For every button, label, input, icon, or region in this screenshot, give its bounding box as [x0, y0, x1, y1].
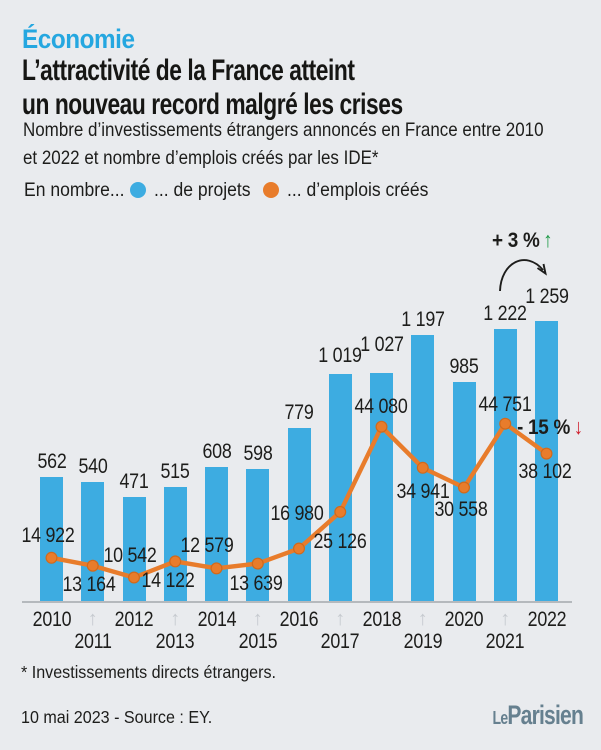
year-label-2018: 2018	[362, 608, 401, 631]
year-label-2010: 2010	[32, 608, 71, 631]
year-label-2013: 2013	[155, 630, 195, 653]
section-kicker: Économie	[22, 24, 135, 54]
year-label-2014: 2014	[197, 608, 236, 631]
le-parisien-logo: Le Parisien	[492, 700, 583, 731]
page-title-line-2: un nouveau record malgré les crises	[22, 88, 403, 121]
legend-projects-label: ... de projets	[154, 179, 251, 201]
jobs-value-label: 13 639	[229, 571, 283, 595]
year-label-2012: 2012	[114, 608, 154, 631]
bar-value-label: 779	[284, 401, 314, 425]
year-tick-arrow-icon: ↑	[87, 608, 98, 630]
year-tick-arrow-icon: ↑	[335, 608, 346, 630]
jobs-value-label: 12 579	[179, 534, 234, 558]
jobs-value-label: 38 102	[517, 459, 572, 483]
source-line: 10 mai 2023 - Source : EY.	[21, 707, 213, 727]
chart-subtitle-line-2: et 2022 et nombre d’emplois créés par le…	[23, 147, 379, 169]
logo-le: Le	[492, 708, 508, 728]
trend-annotation: - 15 % ↓	[517, 415, 583, 439]
jobs-value-label: 44 080	[353, 394, 408, 418]
bar-value-label: 985	[449, 355, 479, 379]
bar-value-label: 1 197	[401, 307, 445, 331]
legend-jobs-dot-icon	[263, 182, 279, 198]
year-tick-arrow-icon: ↑	[417, 608, 428, 630]
legend: En nombre... ... de projets ... d’emploi…	[24, 179, 584, 201]
bar-value-label: 515	[160, 460, 190, 484]
jobs-value-label: 44 751	[478, 392, 532, 416]
jobs-value-label: 30 558	[434, 497, 488, 521]
bar-value-label: 1 222	[483, 301, 528, 325]
page-title: L’attractivité de la France atteint un n…	[22, 54, 403, 122]
bar-value-label: 1 259	[524, 284, 569, 308]
year-label-2011: 2011	[74, 630, 112, 653]
trend-arrowhead-icon	[536, 263, 547, 276]
year-label-2016: 2016	[279, 608, 319, 631]
chart-subtitle-line-1: Nombre d’investissements étrangers annon…	[23, 119, 544, 141]
year-label-2022: 2022	[527, 608, 566, 631]
footnote: * Investissements directs étrangers.	[21, 662, 277, 682]
legend-prefix: En nombre...	[24, 179, 125, 201]
year-label-2020: 2020	[444, 608, 484, 631]
year-label-2017: 2017	[320, 630, 360, 653]
year-tick-arrow-icon: ↑	[500, 608, 511, 630]
page-title-line-1: L’attractivité de la France atteint	[22, 54, 355, 87]
jobs-value-label: 14 922	[20, 523, 75, 547]
chart-subtitle: Nombre d’investissements étrangers annon…	[23, 116, 544, 172]
up-arrow-icon: ↑	[543, 228, 553, 252]
trend-annotation: + 3 % ↑	[492, 228, 553, 252]
legend-jobs-label: ... d’emplois créés	[287, 179, 429, 201]
year-label-2019: 2019	[403, 630, 443, 653]
bar-value-label: 598	[243, 441, 273, 465]
year-tick-arrow-icon: ↑	[170, 608, 181, 630]
jobs-value-label: 16 980	[270, 501, 324, 525]
jobs-value-label: 14 122	[141, 569, 195, 593]
jobs-value-label: 25 126	[313, 529, 367, 553]
bar-value-label: 1 027	[359, 332, 404, 356]
legend-projects-dot-icon	[130, 182, 146, 198]
year-tick-arrow-icon: ↑	[252, 608, 263, 630]
bar-value-label: 1 019	[318, 344, 363, 368]
down-arrow-icon: ↓	[573, 415, 583, 439]
logo-parisien: Parisien	[507, 700, 583, 730]
year-label-2015: 2015	[238, 630, 278, 653]
x-axis-line	[22, 601, 572, 603]
year-label-2021: 2021	[485, 630, 525, 653]
